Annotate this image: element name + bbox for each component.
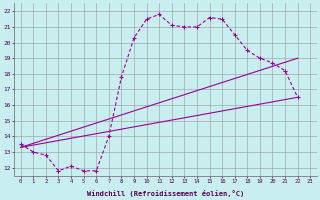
X-axis label: Windchill (Refroidissement éolien,°C): Windchill (Refroidissement éolien,°C) [87, 190, 244, 197]
